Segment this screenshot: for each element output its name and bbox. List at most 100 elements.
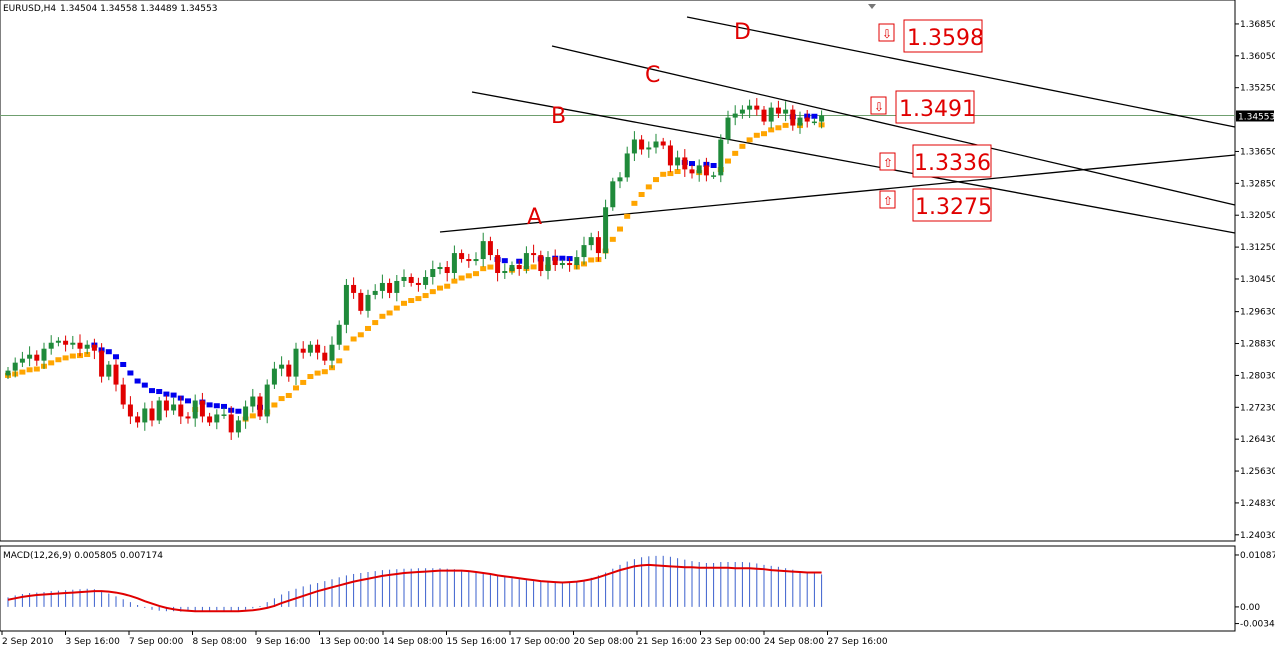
level-annotation-1[interactable]: ⇩ 1.3598	[878, 19, 984, 53]
level-annotation-2[interactable]: ⇩ 1.3491	[870, 90, 976, 124]
candle-body	[754, 105, 760, 110]
time-tick-label: 24 Sep 08:00	[764, 637, 824, 647]
macd-tick-label: 0.010877	[1240, 551, 1275, 561]
trendline-a[interactable]	[439, 154, 1236, 233]
trend-dot	[487, 264, 494, 270]
macd-tick-label: 0.00	[1240, 603, 1260, 613]
time-tick-label: 27 Sep 16:00	[828, 637, 888, 647]
level-3-value: 1.3336	[914, 151, 991, 176]
candle-body	[790, 109, 796, 126]
trend-dot	[444, 283, 451, 289]
candle-body	[783, 109, 789, 114]
candle-body	[365, 294, 371, 311]
trend-dot	[674, 169, 681, 175]
trend-dot	[127, 370, 134, 376]
trendline-b[interactable]	[471, 91, 1236, 234]
trend-dot	[660, 171, 667, 177]
candle-body	[480, 241, 486, 260]
trend-dot	[350, 336, 357, 342]
trend-dot	[84, 351, 91, 357]
trend-dot	[415, 296, 422, 302]
macd-y-axis: 0.010877 0.00 -0.00349	[1235, 551, 1275, 630]
price-y-axis: 1.36850 1.36050 1.35250 1.33650 1.32850 1.320…	[1235, 20, 1275, 541]
price-tick-label: 1.32850	[1240, 179, 1275, 189]
candle-body	[178, 404, 184, 417]
candle-body	[804, 117, 810, 122]
time-tick-label: 9 Sep 16:00	[256, 637, 311, 647]
candle-body	[250, 396, 256, 407]
trend-dot	[437, 285, 443, 291]
chart-shift-marker[interactable]	[868, 4, 876, 9]
candle-body	[77, 342, 83, 349]
trend-dot	[775, 125, 782, 131]
candle-body	[459, 253, 465, 260]
trend-dot	[811, 113, 818, 119]
trend-dot	[422, 293, 429, 299]
level-2-value: 1.3491	[899, 97, 976, 122]
candle-body	[156, 400, 162, 421]
candle-body	[703, 165, 709, 176]
trend-dot	[55, 357, 62, 363]
trend-dot	[458, 275, 465, 281]
candles	[5, 98, 825, 440]
candle-body	[379, 282, 385, 291]
candle-body	[106, 364, 112, 377]
price-tick-label: 1.29630	[1240, 308, 1275, 318]
candle-body	[653, 141, 659, 148]
level-annotation-3[interactable]: ⇧ 1.3336	[879, 144, 992, 178]
macd-panel-frame	[0, 545, 1236, 632]
candle-body	[91, 344, 97, 351]
price-tick-label: 1.35250	[1240, 84, 1275, 94]
candle-body	[617, 177, 623, 182]
trend-dot	[689, 161, 695, 167]
candle-body	[473, 259, 479, 262]
trendline-d[interactable]	[686, 16, 1236, 128]
level-annotation-4[interactable]: ⇧ 1.3275	[879, 188, 992, 222]
trend-dot	[206, 402, 213, 408]
trend-dot	[26, 367, 33, 373]
candle-body	[639, 139, 645, 150]
trend-dot	[401, 300, 407, 306]
trend-dot	[134, 378, 141, 384]
trendline-c[interactable]	[551, 45, 1236, 206]
candle-body	[279, 364, 285, 369]
trend-dot	[667, 171, 674, 177]
candle-body	[725, 117, 731, 140]
candle-body	[271, 368, 277, 385]
candle-body	[624, 153, 630, 178]
trend-dot	[617, 226, 623, 232]
arrow-up-icon: ⇧	[883, 194, 893, 208]
candle-body	[113, 364, 119, 385]
candle-body	[257, 396, 263, 417]
current-price-marker	[1236, 110, 1274, 122]
trend-dot	[753, 132, 760, 138]
trend-dot	[357, 332, 364, 338]
candle-body	[775, 107, 781, 114]
trend-dot	[746, 137, 753, 143]
candle-body	[423, 276, 429, 285]
candle-body	[574, 257, 580, 266]
trend-dot	[221, 403, 227, 409]
time-tick-label: 20 Sep 08:00	[574, 637, 634, 647]
trend-dot	[365, 325, 371, 331]
wave-label-a: A	[527, 205, 542, 230]
price-tick-label: 1.31250	[1240, 243, 1275, 253]
candle-body	[127, 404, 133, 417]
time-tick-label: 21 Sep 16:00	[637, 637, 697, 647]
candle-body	[351, 284, 357, 293]
candle-body	[120, 384, 126, 405]
trend-dot	[278, 396, 285, 402]
candle-body	[739, 109, 745, 114]
candle-body	[567, 263, 573, 266]
candle-body	[531, 253, 537, 256]
trend-dot	[653, 177, 659, 183]
time-tick-label: 14 Sep 08:00	[383, 637, 443, 647]
candle-body	[603, 207, 609, 254]
candle-body	[293, 348, 299, 377]
wave-label-d: D	[734, 20, 751, 45]
candle-body	[696, 165, 702, 174]
trendlines[interactable]	[439, 16, 1236, 234]
trend-dot	[293, 385, 299, 391]
candle-body	[552, 257, 558, 266]
